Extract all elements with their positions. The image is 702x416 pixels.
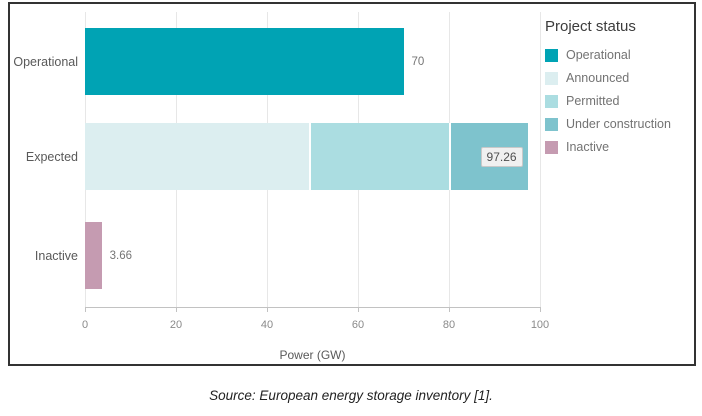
legend-swatch-permitted — [545, 94, 558, 108]
legend: Project status Operational Announced Permi… — [545, 18, 693, 163]
legend-item-operational: Operational — [545, 48, 693, 62]
bar-segment-operational — [85, 28, 404, 95]
source-caption: Source: European energy storage inventor… — [209, 388, 493, 403]
legend-item-announced: Announced — [545, 71, 693, 85]
bar-segment-inactive — [85, 222, 102, 289]
axis-tick-label: 0 — [81, 319, 89, 331]
category-label-operational: Operational — [13, 54, 78, 69]
legend-item-under-construction: Under construction — [545, 117, 693, 131]
legend-item-permitted: Permitted — [545, 94, 693, 108]
axis-tick-label: 40 — [260, 319, 274, 331]
legend-item-label: Announced — [566, 71, 630, 85]
legend-item-inactive: Inactive — [545, 140, 693, 154]
bar-row-inactive — [85, 222, 102, 289]
axis-tick — [176, 307, 177, 312]
x-axis-title: Power (GW) — [279, 348, 346, 362]
legend-item-label: Operational — [566, 48, 631, 62]
axis-tick-label: 20 — [169, 319, 183, 331]
legend-item-label: Under construction — [566, 117, 671, 131]
value-label: 3.66 — [109, 249, 133, 262]
bar-row-operational — [85, 28, 404, 95]
legend-title: Project status — [545, 18, 636, 35]
axis-tick — [449, 307, 450, 312]
bar-segment-announced — [85, 123, 311, 190]
category-label-inactive: Inactive — [34, 248, 78, 263]
axis-tick — [267, 307, 268, 312]
axis-tick-label: 60 — [351, 319, 365, 331]
legend-swatch-inactive — [545, 140, 558, 154]
axis-tick-label: 80 — [442, 319, 456, 331]
axis-tick — [540, 307, 541, 312]
axis-tick-label: 100 — [530, 319, 550, 331]
legend-item-label: Permitted — [566, 94, 620, 108]
legend-swatch-operational — [545, 48, 558, 62]
chart-panel: Power (GW) Project status Operational Ann… — [8, 2, 696, 366]
value-label-boxed: 97.26 — [480, 146, 523, 167]
bar-row-expected — [85, 123, 528, 190]
gridline — [540, 12, 541, 307]
axis-tick — [85, 307, 86, 312]
axis-tick — [358, 307, 359, 312]
legend-items: Operational Announced Permitted Under const… — [545, 48, 693, 154]
bar-segment-permitted — [310, 123, 452, 190]
legend-swatch-announced — [545, 71, 558, 85]
legend-item-label: Inactive — [566, 140, 610, 154]
value-label: 70 — [411, 55, 425, 68]
legend-swatch-under-construction — [545, 117, 558, 131]
category-label-expected: Expected — [25, 149, 78, 164]
x-axis-line — [85, 307, 540, 308]
